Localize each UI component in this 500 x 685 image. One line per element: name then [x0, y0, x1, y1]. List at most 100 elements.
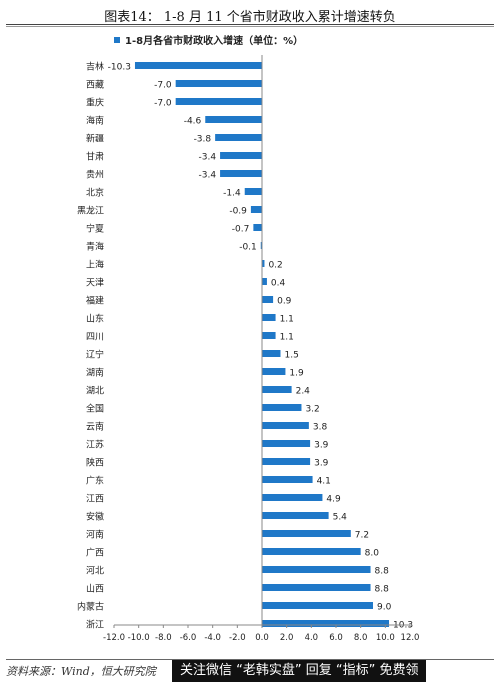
value-label: 0.2	[268, 261, 282, 271]
bar	[134, 62, 262, 69]
value-label: 8.8	[375, 567, 390, 577]
watermark-banner: 关注微信 “老韩实盘” 回复 “指标” 免费领	[172, 660, 427, 682]
value-label: 3.9	[314, 459, 329, 469]
value-label: -10.3	[108, 63, 131, 73]
category-label: 全国	[86, 403, 104, 415]
bar	[175, 80, 262, 87]
category-label: 重庆	[86, 97, 104, 109]
bar	[220, 170, 262, 177]
bar	[262, 476, 313, 483]
value-label: -3.8	[194, 135, 212, 145]
bar	[244, 188, 262, 195]
bar	[262, 368, 286, 375]
category-label: 新疆	[86, 133, 104, 145]
bar	[262, 422, 309, 429]
value-label: -3.4	[199, 153, 217, 163]
bar-chart: 1-8月各省市财政收入增速（单位：%） 吉林西藏重庆海南新疆甘肃贵州北京黑龙江宁…	[77, 34, 420, 643]
value-label: 4.9	[326, 495, 341, 505]
bar	[262, 386, 292, 393]
x-tick-label: -12.0	[103, 633, 125, 643]
category-label: 宁夏	[86, 223, 104, 235]
bar	[250, 206, 262, 213]
bar	[253, 224, 262, 231]
x-tick-label: 8.0	[354, 633, 368, 643]
bar	[262, 620, 390, 627]
bar	[262, 278, 267, 285]
category-label: 内蒙古	[77, 601, 104, 613]
bar	[262, 602, 373, 609]
x-tick-label: 12.0	[401, 633, 420, 643]
bar	[262, 494, 323, 501]
value-label: 3.9	[314, 441, 329, 451]
bar	[262, 548, 361, 555]
category-label: 江苏	[86, 439, 104, 451]
category-label: 贵州	[86, 169, 104, 181]
value-label: -7.0	[154, 81, 172, 91]
category-label: 安徽	[86, 511, 104, 523]
footer-rule	[6, 659, 494, 660]
value-label: -0.9	[229, 207, 247, 217]
category-label: 甘肃	[86, 151, 104, 163]
value-label: 1.9	[289, 369, 304, 379]
category-label: 海南	[86, 115, 104, 127]
category-label: 广东	[86, 475, 104, 487]
value-label: 4.1	[317, 477, 331, 487]
bar	[260, 242, 262, 249]
category-label: 黑龙江	[77, 205, 104, 217]
category-label: 江西	[86, 494, 104, 505]
category-label: 山西	[86, 584, 104, 595]
value-label: 1.5	[285, 351, 299, 361]
value-label: -7.0	[154, 99, 172, 109]
value-label: -3.4	[199, 171, 217, 181]
x-tick-label: 0.0	[255, 633, 269, 643]
value-label: 8.8	[375, 585, 390, 595]
x-tick-label: 4.0	[305, 633, 319, 643]
value-label: -4.6	[184, 117, 202, 127]
category-label: 西藏	[86, 79, 104, 91]
x-tick-label: -2.0	[229, 633, 246, 643]
bar	[262, 566, 371, 573]
bar	[262, 404, 302, 411]
category-label: 河南	[86, 529, 104, 541]
value-label: 1.1	[280, 333, 294, 343]
category-label: 云南	[86, 421, 104, 433]
value-label: 7.2	[355, 531, 369, 541]
category-label: 河北	[86, 565, 104, 577]
value-label: -0.7	[232, 225, 250, 235]
value-label: -0.1	[239, 243, 257, 253]
category-label: 湖南	[86, 367, 104, 379]
value-label: 3.8	[313, 423, 328, 433]
x-tick-label: -10.0	[128, 633, 150, 643]
category-label: 广西	[86, 547, 104, 559]
category-label: 辽宁	[86, 349, 104, 361]
value-label: 8.0	[365, 549, 380, 559]
bar	[262, 350, 281, 357]
legend-label: 1-8月各省市财政收入增速（单位：%）	[125, 34, 303, 47]
bar	[262, 296, 274, 303]
legend-swatch	[114, 37, 120, 43]
category-label: 陕西	[86, 457, 104, 469]
bar	[262, 584, 371, 591]
bar	[262, 458, 311, 465]
category-label: 福建	[86, 295, 104, 307]
bar	[175, 98, 262, 105]
title-rule	[6, 24, 494, 25]
page-title: 图表14： 1-8 月 11 个省市财政收入累计增速转负	[104, 10, 396, 25]
bar	[262, 530, 351, 537]
category-label: 北京	[86, 187, 104, 199]
x-tick-label: 2.0	[280, 633, 294, 643]
bar	[205, 116, 262, 123]
bar	[262, 260, 265, 267]
value-label: -1.4	[223, 189, 241, 199]
category-label: 吉林	[86, 61, 104, 73]
value-label: 0.9	[277, 297, 292, 307]
bar	[262, 512, 329, 519]
x-tick-label: -6.0	[180, 633, 197, 643]
value-label: 1.1	[280, 315, 294, 325]
x-tick-label: -4.0	[204, 633, 221, 643]
bar	[262, 314, 276, 321]
x-tick-label: 10.0	[376, 633, 395, 643]
value-label: 3.2	[305, 405, 319, 415]
value-label: 5.4	[333, 513, 348, 523]
bar	[262, 440, 311, 447]
